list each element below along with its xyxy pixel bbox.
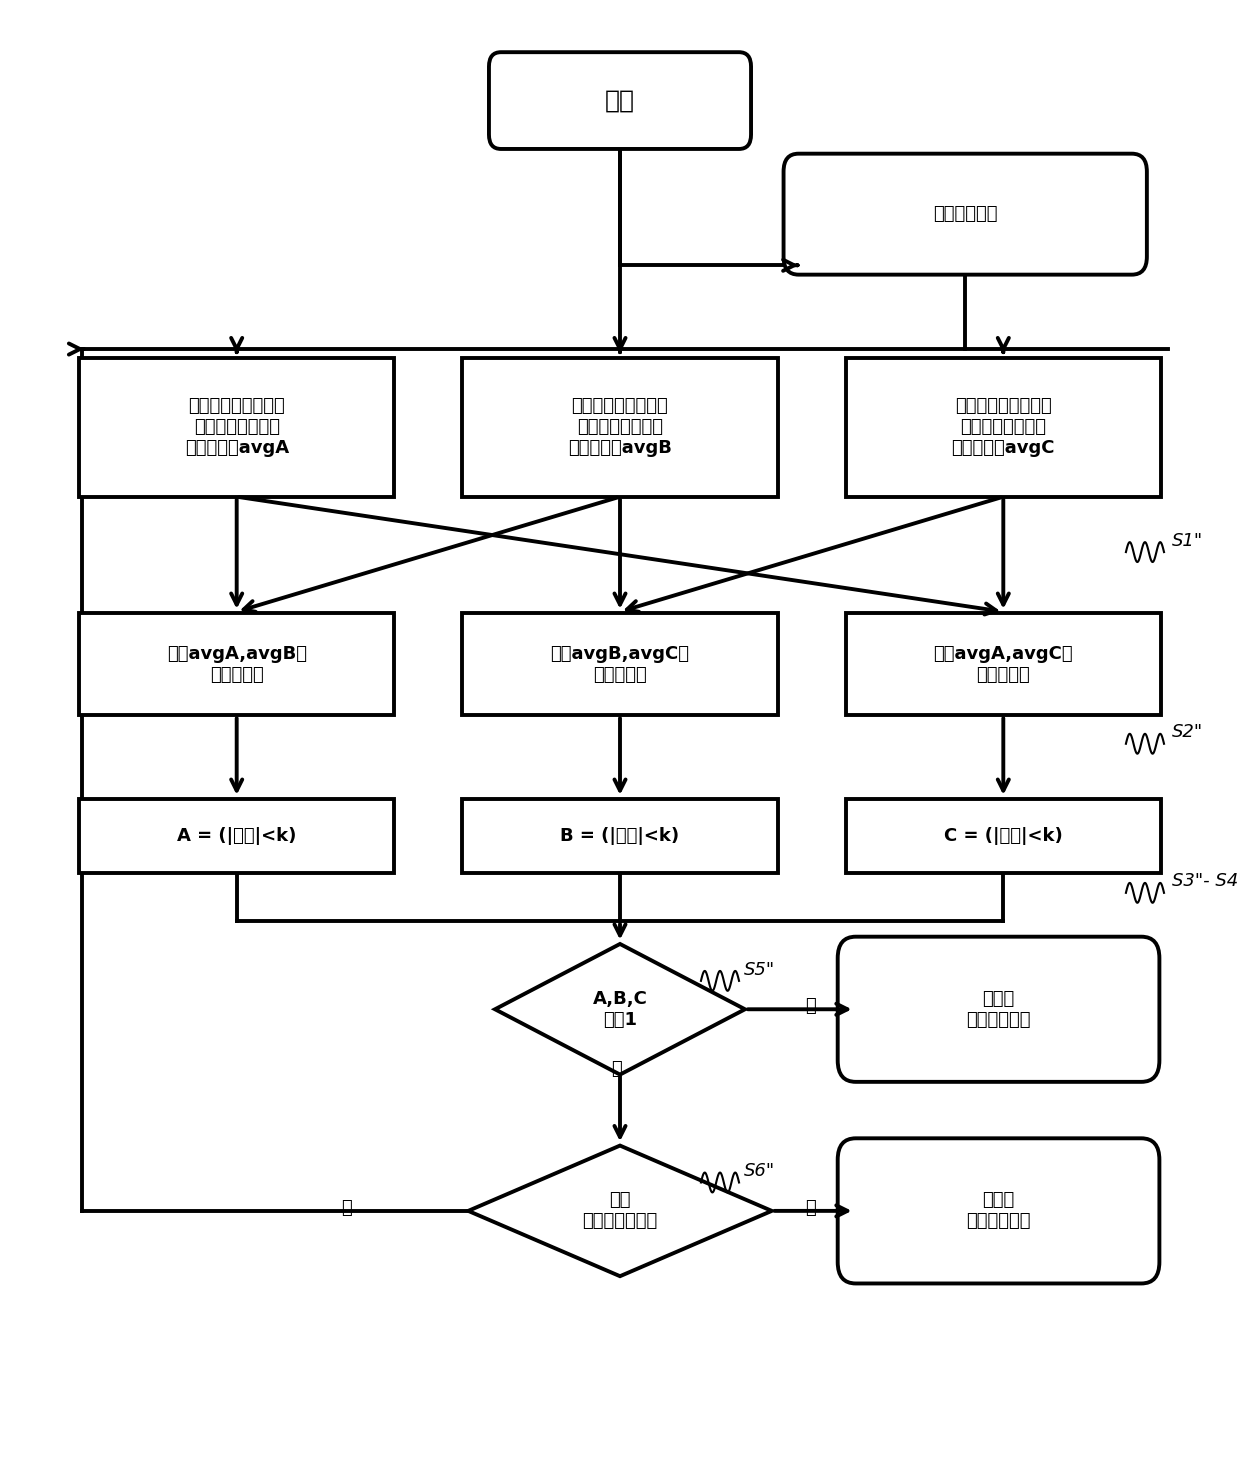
Bar <box>463 358 777 497</box>
Text: 计算avgB,avgC的
互相关函数: 计算avgB,avgC的 互相关函数 <box>551 645 689 683</box>
Polygon shape <box>495 944 745 1075</box>
Bar <box>846 358 1161 497</box>
Bar <box>846 799 1161 873</box>
Text: 是: 是 <box>805 1199 816 1217</box>
Bar <box>463 614 777 716</box>
Text: 否: 否 <box>611 1060 621 1078</box>
Text: A = (|时滞|<k): A = (|时滞|<k) <box>177 827 296 845</box>
Text: 否: 否 <box>341 1199 352 1217</box>
Text: 是: 是 <box>805 997 816 1016</box>
Text: 设备采集数据: 设备采集数据 <box>932 206 997 223</box>
Text: S5": S5" <box>744 960 775 979</box>
Text: C = (|时滞|<k): C = (|时滞|<k) <box>944 827 1063 845</box>
Text: 达到
最大迭代次数？: 达到 最大迭代次数？ <box>583 1192 657 1231</box>
Text: 计算avgA,avgC的
互相关函数: 计算avgA,avgC的 互相关函数 <box>934 645 1073 683</box>
Text: 计算avgA,avgB的
互相关函数: 计算avgA,avgB的 互相关函数 <box>166 645 306 683</box>
Text: S3"- S4": S3"- S4" <box>1172 873 1240 890</box>
Text: S2": S2" <box>1172 723 1204 741</box>
Text: 加入数据（平均后）
结合之前的数据，
更新平均值avgC: 加入数据（平均后） 结合之前的数据， 更新平均值avgC <box>951 398 1055 457</box>
Text: 开始: 开始 <box>605 89 635 112</box>
Bar <box>79 614 394 716</box>
Polygon shape <box>469 1146 771 1276</box>
Text: 有信号
停止数据采集: 有信号 停止数据采集 <box>966 1192 1030 1231</box>
Bar <box>463 799 777 873</box>
Text: 加入数据（平均后）
结合之前的数据，
更新平均值avgA: 加入数据（平均后） 结合之前的数据， 更新平均值avgA <box>185 398 289 457</box>
FancyBboxPatch shape <box>838 1139 1159 1284</box>
Text: S1": S1" <box>1172 532 1204 550</box>
Bar <box>79 799 394 873</box>
Text: S6": S6" <box>744 1162 775 1180</box>
FancyBboxPatch shape <box>838 936 1159 1081</box>
FancyBboxPatch shape <box>489 52 751 149</box>
Bar <box>79 358 394 497</box>
Text: A,B,C
都为1: A,B,C 都为1 <box>593 989 647 1029</box>
Text: 有信号
停止数据采集: 有信号 停止数据采集 <box>966 989 1030 1029</box>
Text: B = (|时滞|<k): B = (|时滞|<k) <box>560 827 680 845</box>
Text: 加入数据（平均后）
结合之前的数据，
更新平均值avgB: 加入数据（平均后） 结合之前的数据， 更新平均值avgB <box>568 398 672 457</box>
Bar <box>846 614 1161 716</box>
FancyBboxPatch shape <box>784 154 1147 275</box>
